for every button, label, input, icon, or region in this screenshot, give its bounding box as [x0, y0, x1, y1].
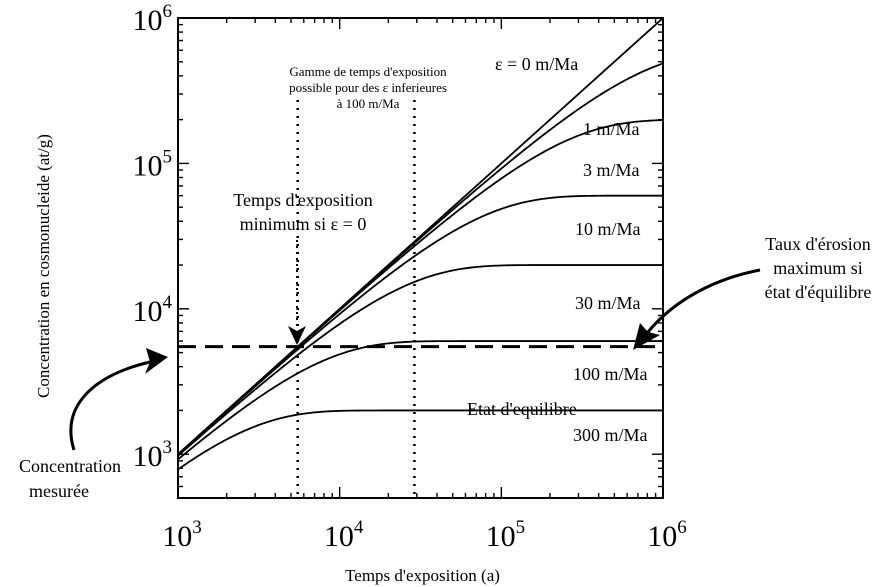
series-line [177, 194, 663, 456]
annotation-range-note: à 100 m/Ma [337, 96, 400, 111]
annotation-max-erosion: maximum si [773, 258, 863, 278]
x-tick-label: 105 [486, 517, 526, 553]
x-tick-label: 106 [647, 517, 687, 553]
series-label: 10 m/Ma [575, 219, 641, 239]
series-label: ε = 0 m/Ma [495, 54, 578, 74]
x-tick-label: 104 [324, 517, 364, 553]
annotation-range-note: Gamme de temps d'exposition [289, 64, 447, 79]
series-label: 300 m/Ma [573, 425, 648, 445]
series-line [177, 409, 663, 471]
measured-arrow-shaft [69, 360, 151, 451]
y-tick-label: 106 [133, 1, 173, 37]
min-time-arrow-head [288, 326, 306, 345]
annotation-measured: mesurée [29, 481, 89, 501]
series-line [177, 340, 663, 461]
max-erosion-arrow-shaft [646, 268, 761, 333]
y-tick-label: 104 [133, 292, 173, 328]
measured-arrow-head [145, 348, 168, 374]
series-line [177, 264, 663, 457]
annotation-max-erosion: état d'équilibre [765, 282, 872, 302]
y-tick-label: 105 [133, 146, 173, 182]
annotation-equilibrium: Etat d'equilibre [467, 399, 577, 419]
x-tick-label: 103 [162, 517, 202, 553]
annotations-layer: ε = 0 m/Ma 1 m/Ma 3 m/Ma 10 m/Ma 30 m/Ma 100 … [19, 54, 871, 501]
series-label: 100 m/Ma [573, 364, 648, 384]
x-axis-label: Temps d'exposition (a) [345, 566, 500, 585]
annotation-max-erosion: Taux d'érosion [765, 234, 870, 254]
series-label: 1 m/Ma [583, 119, 640, 139]
annotation-measured: Concentration [19, 456, 121, 476]
axes-layer: 103 104 105 106 103 104 105 106 Temps d'expositi… [34, 1, 687, 585]
annotation-range-note: possible pour des ε inferieures [289, 80, 447, 95]
max-erosion-arrow-head [633, 323, 660, 350]
annotation-min-time: minimum si ε = 0 [240, 214, 367, 234]
y-tick-label: 103 [133, 437, 173, 473]
curves-layer [177, 17, 664, 471]
series-label: 30 m/Ma [575, 293, 641, 313]
series-label: 3 m/Ma [583, 160, 640, 180]
annotation-min-time: Temps d'exposition [233, 190, 372, 210]
plot-frame [177, 17, 664, 499]
y-axis-label: Concentration en cosmonucleide (at/g) [34, 134, 53, 398]
